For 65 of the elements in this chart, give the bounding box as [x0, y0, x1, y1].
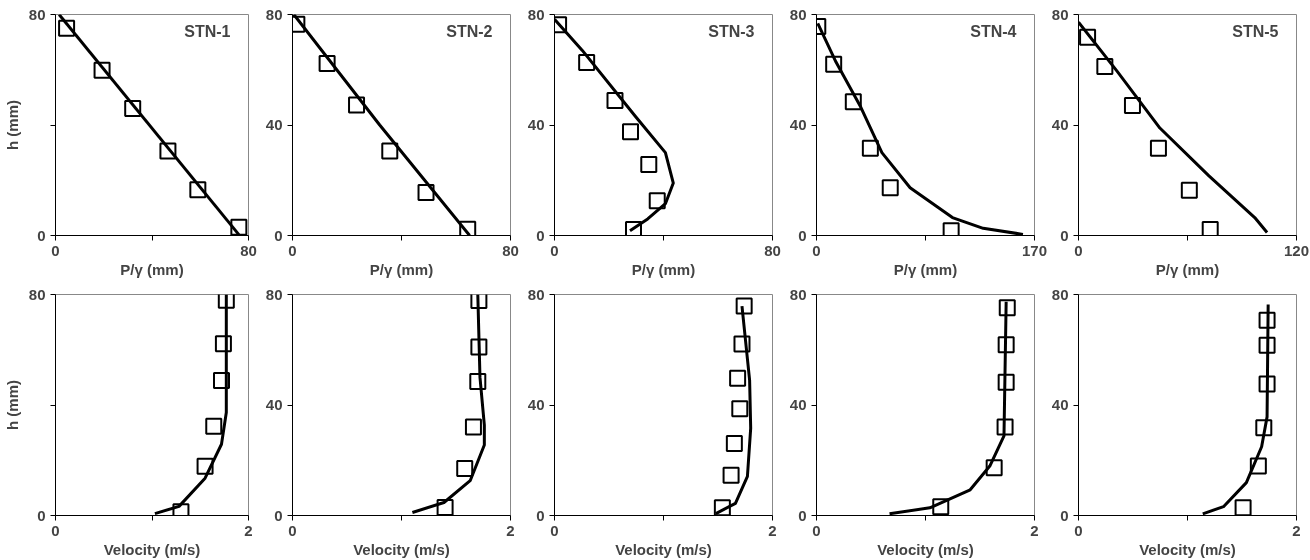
y-tick-label: 80 — [265, 285, 283, 303]
x-axis-title: P/γ (mm) — [893, 260, 958, 278]
x-tick-label: 0 — [1074, 521, 1083, 539]
y-axis-title: h (mm) — [3, 380, 21, 430]
x-tick-label: 2 — [244, 521, 253, 539]
x-tick-label: 0 — [51, 241, 60, 259]
x-tick-label: 0 — [550, 241, 559, 259]
y-tick-label: 0 — [1060, 226, 1069, 244]
text: STN-4 — [970, 22, 1017, 40]
x-axis-title: P/γ (mm) — [120, 260, 184, 278]
x-tick-label: 0 — [550, 521, 559, 539]
y-tick-label: 80 — [28, 5, 46, 23]
y-tick-label: 80 — [28, 285, 46, 303]
x-axis-title: P/γ (mm) — [631, 260, 696, 278]
y-tick-label: 40 — [789, 116, 807, 133]
y-tick-label: 40 — [265, 396, 283, 413]
y-tick-label: 0 — [1060, 506, 1069, 524]
x-tick-label: 80 — [764, 241, 781, 259]
x-axis-title: Velocity (m/s) — [877, 540, 974, 558]
y-tick-label: 80 — [265, 5, 283, 23]
y-tick-label: 0 — [37, 226, 46, 244]
x-tick-label: 2 — [768, 521, 777, 539]
y-tick-label: 80 — [789, 5, 807, 23]
x-tick-label: 0 — [51, 521, 60, 539]
y-tick-label: 0 — [798, 506, 807, 524]
text: STN-5 — [1232, 22, 1279, 40]
y-tick-label: 0 — [37, 506, 46, 524]
x-axis-title: P/γ (mm) — [369, 260, 434, 278]
x-tick-label: 2 — [1030, 521, 1039, 539]
y-tick-label: 0 — [536, 226, 545, 244]
y-axis-title: h (mm) — [3, 100, 21, 150]
x-tick-label: 170 — [1021, 241, 1048, 259]
x-tick-label: 80 — [502, 241, 519, 259]
y-tick-label: 0 — [274, 226, 283, 244]
x-tick-label: 2 — [1292, 521, 1301, 539]
x-axis-title: Velocity (m/s) — [353, 540, 450, 558]
y-tick-label: 80 — [1051, 285, 1069, 303]
y-tick-label: 80 — [789, 285, 807, 303]
y-tick-label: 40 — [527, 116, 545, 133]
x-axis-title: Velocity (m/s) — [1139, 540, 1236, 558]
x-axis-title: Velocity (m/s) — [615, 540, 712, 558]
text: STN-1 — [184, 22, 231, 40]
text: STN-3 — [708, 22, 755, 40]
y-tick-label: 0 — [798, 226, 807, 244]
y-tick-label: 0 — [536, 506, 545, 524]
x-axis-title: Velocity (m/s) — [103, 540, 201, 558]
x-tick-label: 0 — [288, 521, 297, 539]
x-tick-label: 80 — [240, 241, 257, 259]
y-tick-label: 40 — [789, 396, 807, 413]
x-tick-label: 0 — [812, 241, 821, 259]
y-tick-label: 80 — [527, 5, 545, 23]
y-tick-label: 40 — [1051, 116, 1069, 133]
y-tick-label: 40 — [1051, 396, 1069, 413]
x-tick-label: 0 — [1074, 241, 1083, 259]
text: STN-2 — [446, 22, 493, 40]
y-tick-label: 80 — [527, 285, 545, 303]
y-tick-label: 40 — [265, 116, 283, 133]
x-axis-title: P/γ (mm) — [1155, 260, 1220, 278]
y-tick-label: 80 — [1051, 5, 1069, 23]
x-tick-label: 0 — [288, 241, 297, 259]
x-tick-label: 120 — [1283, 241, 1310, 259]
y-tick-label: 40 — [527, 396, 545, 413]
y-tick-label: 0 — [274, 506, 283, 524]
x-tick-label: 0 — [812, 521, 821, 539]
x-tick-label: 2 — [506, 521, 515, 539]
